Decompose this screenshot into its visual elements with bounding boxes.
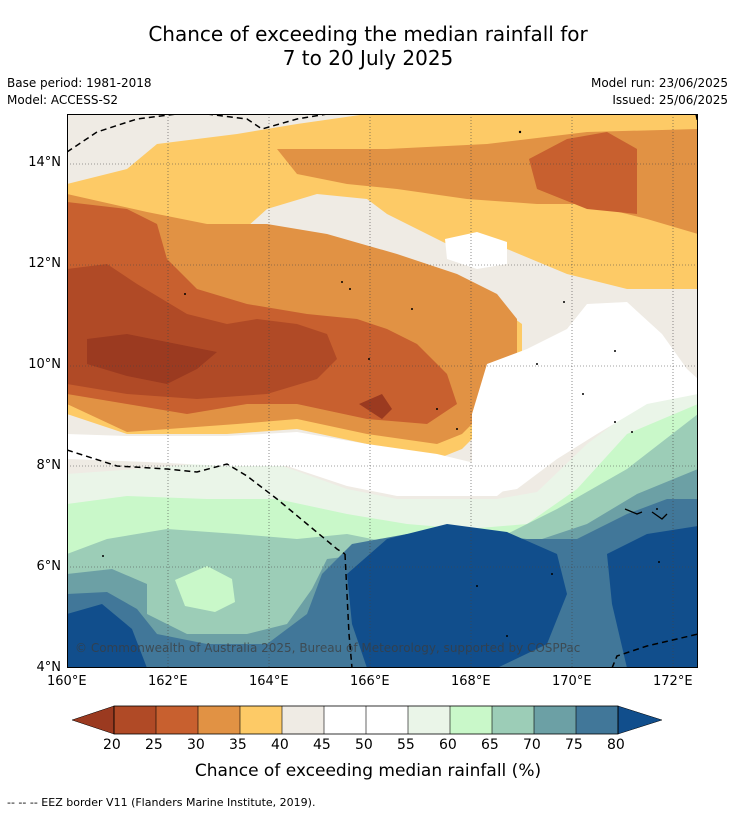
contour-60-65-island — [175, 566, 235, 612]
colorbar-tick-80: 80 — [607, 737, 625, 753]
colorbar-segment-20-25 — [114, 706, 156, 734]
copyright-watermark: © Commonwealth of Australia 2025, Bureau… — [75, 641, 581, 655]
contour-above-80-central — [347, 524, 567, 668]
contour-45-55-west — [67, 432, 512, 496]
model-label: Model: ACCESS-S2 — [7, 93, 119, 107]
lon-tick-166: 166°E — [350, 674, 390, 689]
colorbar-label: Chance of exceeding median rainfall (%) — [194, 761, 542, 781]
lon-tick-162: 162°E — [148, 674, 188, 689]
colorbar-dividers — [113, 706, 619, 734]
colorbar-tick-65: 65 — [481, 737, 499, 753]
colorbar-tick-60: 60 — [439, 737, 457, 753]
colorbar-segment-75-80 — [576, 706, 618, 734]
contour-below-20-small — [359, 394, 392, 419]
colorbar-tick-55: 55 — [397, 737, 415, 753]
lat-tick-4: 4°N — [36, 660, 62, 675]
lon-tick-170: 170°E — [552, 674, 592, 689]
base-period-label: Base period: 1981-2018 — [7, 76, 152, 90]
colorbar-segment-65-70 — [492, 706, 534, 734]
colorbar-segment-50-55 — [366, 706, 408, 734]
lon-tick-160: 160°E — [47, 674, 87, 689]
lon-tick-168: 168°E — [451, 674, 491, 689]
map-title-line2: 7 to 20 July 2025 — [282, 46, 454, 70]
lon-tick-164: 164°E — [249, 674, 289, 689]
colorbar-tick-30: 30 — [187, 737, 205, 753]
contour-above-80-east — [607, 526, 698, 668]
lon-tick-172: 172°E — [653, 674, 693, 689]
map-frame — [67, 114, 698, 668]
colorbar-segment-25-30 — [156, 706, 198, 734]
colorbar-segment-30-35 — [198, 706, 240, 734]
contour-45-55-east — [472, 302, 698, 494]
islands — [102, 130, 660, 637]
lat-tick-14: 14°N — [28, 155, 61, 170]
colorbar — [72, 705, 663, 735]
colorbar-tick-20: 20 — [103, 737, 121, 753]
colorbar-segment-above-80 — [617, 705, 663, 735]
colorbar-tick-75: 75 — [565, 737, 583, 753]
issued-label: Issued: 25/06/2025 — [612, 93, 728, 107]
colorbar-outline — [113, 705, 619, 735]
lat-tick-8: 8°N — [36, 458, 62, 473]
colorbar-segment-45-50 — [324, 706, 366, 734]
contour-above-80 — [67, 604, 147, 668]
eez-legend: -- -- -- EEZ border V11 (Flanders Marine… — [7, 796, 316, 809]
colorbar-segment-40-45 — [282, 706, 324, 734]
colorbar-segment-35-40 — [240, 706, 282, 734]
colorbar-segment-55-60 — [408, 706, 450, 734]
colorbar-tick-25: 25 — [145, 737, 163, 753]
contour-25-30-ne — [529, 132, 637, 214]
colorbar-segment-below-20 — [72, 705, 115, 735]
rainfall-map — [67, 114, 698, 668]
contour-45-55-north — [445, 232, 507, 269]
colorbar-tick-50: 50 — [355, 737, 373, 753]
colorbar-segment-60-65 — [450, 706, 492, 734]
lat-tick-10: 10°N — [28, 357, 61, 372]
lat-tick-12: 12°N — [28, 256, 61, 271]
colorbar-tick-70: 70 — [523, 737, 541, 753]
model-run-label: Model run: 23/06/2025 — [590, 76, 728, 90]
colorbar-tick-35: 35 — [229, 737, 247, 753]
lat-tick-6: 6°N — [36, 559, 62, 574]
colorbar-segment-70-75 — [534, 706, 576, 734]
map-title-line1: Chance of exceeding the median rainfall … — [148, 22, 588, 46]
contour-below-20 — [87, 334, 217, 384]
colorbar-tick-45: 45 — [313, 737, 331, 753]
graticule — [67, 114, 698, 668]
colorbar-tick-40: 40 — [271, 737, 289, 753]
marshall-atolls — [624, 508, 668, 520]
